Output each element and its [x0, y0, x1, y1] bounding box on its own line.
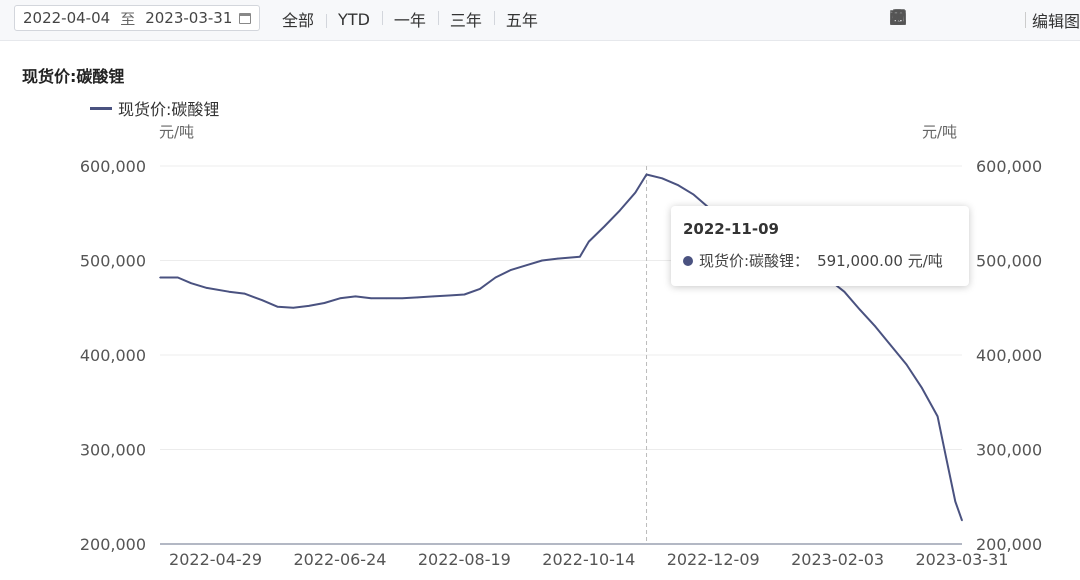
range-selector: 全部 YTD 一年 三年 五年: [270, 7, 550, 31]
data-point: [159, 276, 161, 279]
y-tick-label-right: 400,000: [976, 346, 1042, 365]
data-point: [354, 295, 357, 298]
edit-chart-label: 编辑图: [1031, 12, 1080, 31]
tooltip-series-dot: [683, 255, 693, 266]
axes: 200,000 200,000 300,000 300,000 400,000 400,0…: [80, 157, 1042, 569]
date-range-picker[interactable]: 2022-04-04 至 2023-03-31: [14, 5, 260, 31]
grid-lines: [160, 165, 962, 450]
data-point: [961, 519, 963, 522]
data-point: [479, 288, 481, 290]
range-1y-button[interactable]: 一年: [381, 7, 438, 31]
tooltip-date: 2022-11-09: [683, 220, 779, 238]
y-tick-label-left: 400,000: [80, 346, 146, 365]
toolbar-divider: [1024, 12, 1026, 28]
tooltip-value: 591,000.00 元/吨: [817, 252, 943, 270]
y-tick-label-left: 200,000: [80, 535, 146, 554]
y-tick-label-right: 300,000: [976, 441, 1042, 460]
data-point: [954, 500, 957, 503]
data-point: [339, 297, 341, 300]
data-point: [676, 184, 679, 186]
data-point: [556, 257, 559, 260]
data-point: [190, 282, 192, 285]
data-point: [843, 290, 846, 293]
data-point: [905, 363, 908, 366]
data-point: [463, 293, 466, 296]
data-point: [588, 240, 590, 243]
data-point: [323, 302, 326, 304]
data-point: [432, 295, 435, 298]
data-point: [228, 290, 230, 293]
chart-tools: 编辑图: [889, 8, 1080, 32]
data-point: [645, 173, 648, 176]
y-tick-label-right: 600,000: [976, 157, 1042, 176]
y-unit-left: 元/吨: [159, 123, 194, 141]
data-point: [541, 259, 543, 262]
x-tick-label: 2023-03-31: [916, 550, 1009, 569]
data-point: [921, 387, 923, 389]
edit-chart-button[interactable]: 编辑图: [890, 8, 1080, 32]
data-tooltip: 2022-11-09 现货价:碳酸锂： 591,000.00 元/吨: [671, 206, 969, 286]
x-tick-label: 2022-10-14: [542, 550, 635, 569]
y-tick-label-right: 500,000: [976, 252, 1042, 271]
range-3y-button[interactable]: 三年: [437, 7, 494, 31]
edit-icon: [890, 9, 906, 25]
calendar-icon[interactable]: [239, 12, 251, 24]
data-point: [292, 307, 295, 309]
data-point: [494, 276, 497, 279]
range-5y-button[interactable]: 五年: [493, 7, 550, 31]
tooltip-row: 现货价:碳酸锂： 591,000.00 元/吨: [683, 250, 957, 271]
chart-toolbar: 2022-04-04 至 2023-03-31 全部 YTD 一年 三年 五年 …: [0, 0, 1080, 41]
y-tick-label-right: 200,000: [976, 535, 1042, 554]
x-tick-label: 2022-06-24: [293, 550, 386, 569]
range-ytd-button[interactable]: YTD: [326, 10, 382, 29]
chart-title: 现货价:碳酸锂: [22, 67, 125, 86]
data-point: [276, 306, 279, 308]
legend-label: 现货价:碳酸锂: [118, 100, 220, 119]
data-point: [661, 177, 663, 180]
x-tick-label: 2022-12-09: [667, 550, 760, 569]
data-point: [634, 191, 637, 194]
data-point: [308, 305, 310, 307]
data-point: [692, 193, 694, 196]
data-point: [945, 458, 948, 460]
data-point: [859, 308, 861, 311]
x-tick-label: 2023-02-03: [791, 550, 884, 569]
data-point: [525, 264, 528, 267]
data-point: [579, 255, 581, 258]
y-tick-label-left: 600,000: [80, 157, 146, 176]
y-tick-label-left: 500,000: [80, 252, 146, 271]
data-point: [205, 287, 208, 289]
data-point: [385, 297, 388, 300]
y-unit-right: 元/吨: [922, 123, 957, 141]
data-point: [370, 297, 372, 300]
data-point: [874, 325, 877, 328]
date-start[interactable]: 2022-04-04: [23, 9, 111, 27]
legend-swatch: [90, 106, 112, 110]
data-point: [936, 415, 939, 418]
data-point: [243, 292, 246, 295]
data-point: [416, 296, 419, 299]
data-point: [261, 299, 264, 302]
x-tick-label: 2022-04-29: [169, 550, 262, 569]
date-separator: 至: [120, 9, 136, 28]
data-point: [510, 269, 512, 271]
data-point: [890, 344, 892, 347]
x-tick-label: 2022-08-19: [418, 550, 511, 569]
range-all-button[interactable]: 全部: [282, 11, 315, 30]
date-end[interactable]: 2023-03-31: [145, 9, 233, 27]
tooltip-label: 现货价:碳酸锂：: [699, 252, 810, 270]
data-point: [603, 225, 606, 228]
data-point: [448, 294, 450, 297]
data-point: [619, 209, 621, 212]
data-point: [177, 276, 179, 279]
data-point: [401, 297, 404, 300]
legend-item[interactable]: 现货价:碳酸锂: [90, 96, 219, 120]
y-tick-label-left: 300,000: [80, 441, 146, 460]
